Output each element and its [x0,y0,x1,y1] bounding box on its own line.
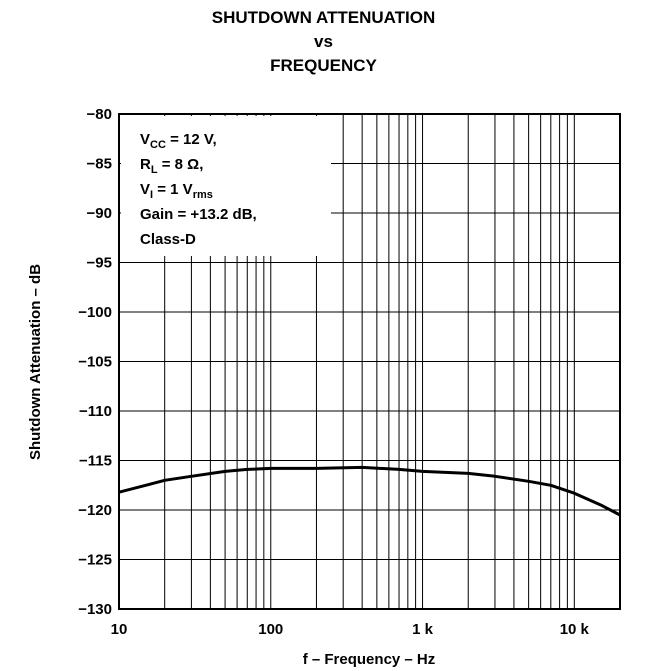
x-tick-label: 10 [111,621,128,638]
chart-title-line-3: FREQUENCY [270,56,377,75]
y-axis-label: Shutdown Attenuation – dB [27,264,44,460]
series-line [118,465,621,517]
y-tick-label: −90 [87,205,112,222]
annotation-line: Gain = +13.2 dB, [140,206,257,223]
y-tick-label: −130 [78,601,112,618]
x-tick-label: 1 k [412,621,434,638]
x-tick-label: 10 k [560,621,590,638]
y-tick-label: −120 [78,502,112,519]
y-tick-label: −95 [87,255,112,272]
annotation-line: Class-D [140,231,196,248]
annotation-line: VCC = 12 V, [140,131,217,151]
y-tick-labels: −80 −85 −90 −95 −100 −105 −110 −115 −120 −125 −130 [78,106,112,618]
chart-title-line-2: vs [314,32,333,51]
annotation-text: VCC = 12 V, RL = 8 Ω, VI = 1 Vrms Gain = +1… [140,131,257,248]
y-tick-label: −105 [78,354,112,371]
annotation-box [121,116,331,256]
y-tick-label: −125 [78,552,112,569]
annotation-line: RL = 8 Ω, [140,156,203,176]
y-tick-label: −80 [87,106,112,123]
y-tick-label: −85 [87,156,112,173]
x-axis-label: f – Frequency – Hz [303,651,436,668]
plot-frame [118,113,621,610]
chart-title-line-1: SHUTDOWN ATTENUATION [211,8,436,27]
x-tick-label: 100 [258,621,283,638]
y-tick-label: −110 [79,403,112,420]
y-tick-label: −115 [79,453,112,470]
annotation-line: VI = 1 Vrms [140,181,213,201]
y-tick-label: −100 [78,304,112,321]
x-tick-labels: 10 100 1 k 10 k [111,621,590,638]
